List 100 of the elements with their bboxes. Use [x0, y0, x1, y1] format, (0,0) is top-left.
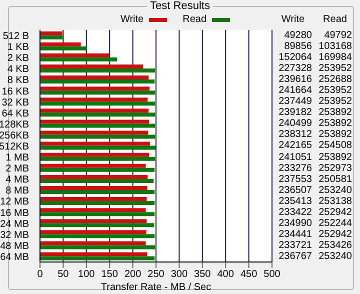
x-tick-label: 50	[58, 269, 70, 280]
y-tick-label: 64 MB	[0, 252, 30, 263]
text: 234441	[278, 228, 312, 240]
text: 49280	[283, 30, 312, 42]
bar	[40, 124, 156, 128]
text: 252973	[318, 162, 352, 174]
bar	[40, 152, 150, 157]
x-tick-label: 0	[37, 269, 44, 280]
x-tick-label: 100	[78, 269, 96, 280]
text: 253892	[318, 107, 352, 118]
y-tick-label: 2 MB	[6, 164, 30, 175]
text: 239616	[278, 74, 312, 86]
y-tick-label: 1 MB	[6, 152, 30, 164]
text: 236767	[278, 250, 312, 262]
text: 103168	[318, 41, 352, 52]
bar	[40, 197, 147, 202]
text: 235413	[278, 196, 312, 207]
bar	[40, 142, 150, 146]
bar	[40, 86, 150, 91]
text: 252244	[318, 218, 352, 229]
x-tick-label: 500	[264, 269, 281, 280]
bar	[40, 35, 63, 40]
y-tick-label: 128KB	[0, 119, 30, 130]
bar	[40, 64, 144, 68]
legend-label: Read	[182, 14, 208, 25]
bar	[40, 76, 149, 80]
bar	[40, 146, 156, 150]
x-tick-label: 200	[124, 269, 142, 280]
bar	[40, 241, 146, 246]
text: 253426	[318, 240, 352, 251]
x-tick-label: 400	[217, 269, 234, 280]
x-tick-label: 350	[194, 269, 212, 280]
text: 239182	[278, 107, 312, 118]
text: 253952	[318, 96, 352, 108]
text: 237449	[278, 96, 312, 108]
bar	[40, 174, 148, 179]
bar	[40, 57, 118, 62]
bar	[40, 164, 146, 168]
bar	[40, 230, 146, 234]
y-tick-label: 32 KB	[2, 97, 30, 108]
bar	[40, 31, 62, 36]
bar	[40, 186, 148, 190]
y-tick-label: 16 KB	[2, 86, 30, 98]
text: 227328	[278, 63, 312, 74]
text: 252942	[318, 206, 352, 218]
chart-title: Test Results	[147, 0, 213, 12]
text: 252942	[318, 228, 352, 240]
text: 241664	[278, 85, 312, 96]
bar	[40, 256, 155, 260]
text: 253892	[318, 152, 352, 163]
text: 252688	[318, 74, 352, 86]
text: 253892	[318, 118, 352, 130]
bar	[40, 108, 149, 113]
text: 236507	[278, 184, 312, 196]
text: 233276	[278, 162, 312, 174]
text: 253952	[318, 85, 352, 96]
x-tick-label: 300	[170, 269, 188, 280]
y-tick-label: 1 KB	[7, 42, 30, 54]
bar	[40, 219, 147, 224]
bar	[40, 46, 87, 50]
legend-label: Write	[120, 14, 145, 25]
text: 254508	[318, 140, 352, 152]
text: 250581	[318, 174, 352, 185]
text: 242165	[278, 140, 312, 152]
bar	[40, 112, 156, 117]
bar	[40, 80, 155, 84]
text: Read	[323, 14, 347, 25]
text: 233721	[278, 240, 312, 251]
bar	[40, 90, 156, 95]
y-tick-label: 32 MB	[0, 230, 30, 241]
y-tick-label: 4 KB	[7, 64, 30, 76]
text: 49792	[323, 30, 352, 42]
y-tick-label: 2 KB	[7, 53, 30, 64]
text: 253240	[318, 250, 352, 262]
bar	[40, 68, 156, 72]
text: 240499	[278, 118, 312, 130]
bar	[40, 252, 148, 256]
bar	[40, 168, 155, 172]
bar	[40, 98, 148, 102]
text: 152064	[278, 52, 312, 64]
bar	[40, 201, 155, 206]
text: 234990	[278, 218, 312, 229]
y-tick-label: 12 MB	[0, 196, 30, 208]
y-tick-label: 8 KB	[7, 75, 30, 86]
y-tick-label: 512 B	[2, 31, 30, 42]
y-tick-label: 48 MB	[0, 240, 30, 252]
y-tick-label: 16 MB	[0, 208, 30, 219]
bar	[40, 102, 156, 106]
bar	[40, 223, 154, 228]
text: 253892	[318, 129, 352, 140]
bar	[40, 42, 81, 46]
bar	[40, 212, 155, 216]
bar	[40, 120, 150, 124]
y-tick-label: 24 MB	[0, 218, 30, 230]
x-tick-label: 450	[240, 269, 258, 280]
bar	[40, 130, 148, 135]
text: 233422	[278, 206, 312, 218]
bar	[40, 245, 156, 250]
bar	[40, 190, 155, 194]
bar	[40, 208, 146, 212]
